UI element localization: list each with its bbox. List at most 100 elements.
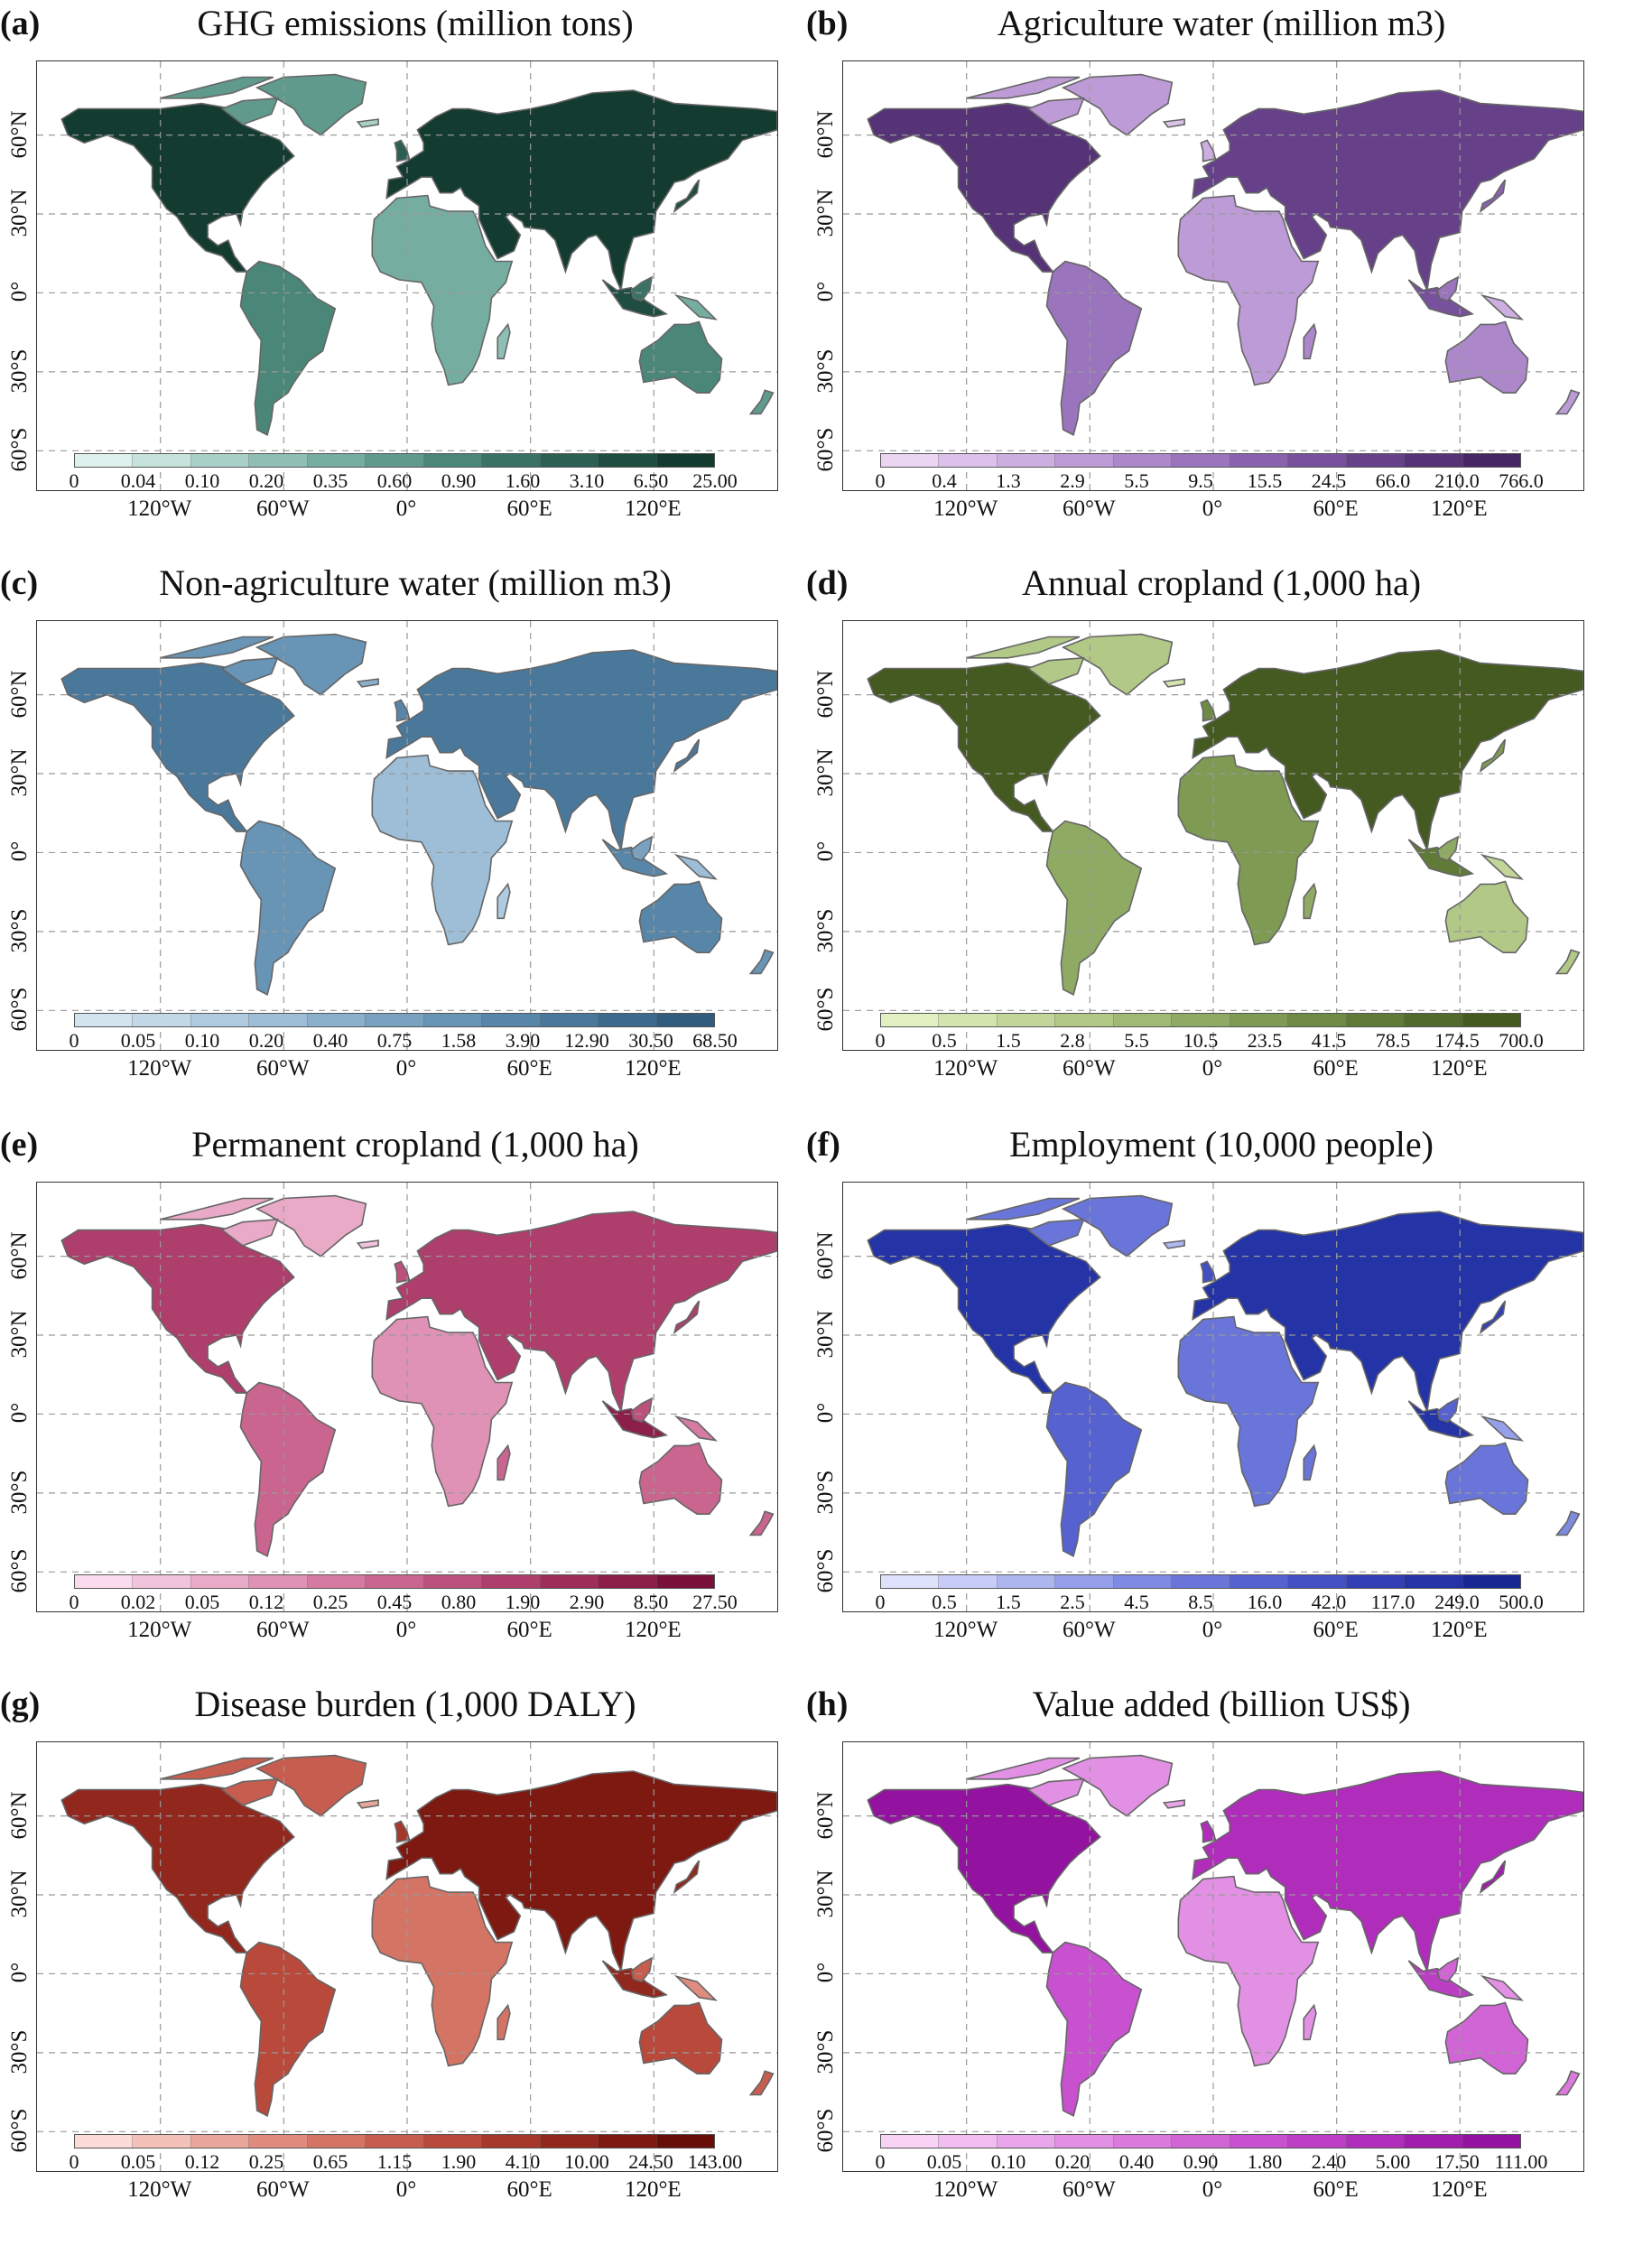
latitude-label: 30°N	[7, 748, 32, 797]
region-new-guinea	[1480, 1415, 1525, 1442]
legend-tick-label: 0.20	[1054, 2150, 1091, 2173]
legend-tick-label: 0.40	[312, 1029, 348, 1052]
legend-swatch	[1113, 454, 1173, 467]
legend-tick-label: 1.60	[505, 469, 541, 492]
legend-swatch	[881, 2135, 940, 2148]
panel-letter: (a)	[0, 5, 41, 42]
legend-swatch	[75, 454, 134, 467]
region-north-america	[60, 662, 295, 832]
region-north-america	[60, 1223, 295, 1394]
legend-tick-label: 68.50	[692, 1029, 738, 1052]
panel-header: (c) Non-agriculture water (million m3)	[0, 560, 794, 614]
legend-tick-label: 0	[69, 1591, 79, 1613]
legend-tick-label: 0	[69, 2150, 79, 2173]
region-baffin	[220, 1218, 279, 1247]
panel-header: (a) GHG emissions (million tons)	[0, 0, 794, 54]
longitude-label: 120°E	[624, 1056, 682, 1081]
legend-tick-label: 25.00	[692, 469, 738, 492]
region-eurasia	[1192, 649, 1583, 853]
legend-color-bar	[880, 2134, 1521, 2149]
longitude-label: 0°	[395, 497, 417, 521]
world-map	[843, 621, 1583, 1050]
legend-swatch	[1230, 1014, 1289, 1026]
legend-swatch	[881, 454, 940, 467]
longitude-label: 60°E	[1313, 1618, 1359, 1642]
region-australia	[638, 320, 723, 394]
legend-swatch	[881, 1014, 940, 1026]
legend-tick-label: 6.50	[633, 469, 669, 492]
legend-tick-label: 0.80	[441, 1591, 477, 1613]
legend-tick-label: 2.90	[569, 1591, 605, 1613]
legend-swatch	[190, 454, 250, 467]
legend-tick-label: 1.58	[441, 1029, 477, 1052]
latitude-label: 60°N	[7, 670, 32, 719]
region-new-zealand	[748, 389, 775, 415]
region-arctic-islands	[160, 1197, 274, 1220]
latitude-label: 60°N	[7, 110, 32, 159]
region-south-america	[239, 1381, 337, 1557]
longitude-label: 120°E	[1430, 1056, 1488, 1081]
latitude-label: 30°N	[7, 1870, 32, 1918]
latitude-label: 30°S	[7, 1470, 32, 1515]
map-frame	[36, 1741, 778, 2172]
legend-tick-label: 0.65	[312, 2150, 348, 2173]
legend-swatch	[1462, 454, 1520, 467]
latitude-label: 60°S	[813, 427, 838, 472]
region-eurasia	[385, 649, 777, 853]
longitude-label: 60°W	[1063, 2177, 1116, 2202]
legend-tick-label: 0.90	[1183, 2150, 1219, 2173]
legend-swatch	[423, 454, 483, 467]
map-frame	[36, 1182, 778, 1612]
legend-swatch	[1288, 1575, 1347, 1588]
region-new-zealand	[1555, 1510, 1581, 1536]
legend-swatch	[366, 1014, 424, 1026]
latitude-label: 30°N	[813, 1310, 838, 1359]
region-new-guinea	[673, 293, 719, 320]
longitude-label: 60°W	[256, 2177, 310, 2202]
map-panel: (d) Annual cropland (1,000 ha) 60°N 30°N 0° 3…	[806, 560, 1601, 1119]
legend-tick-label: 700.0	[1499, 1029, 1544, 1052]
map-frame	[36, 620, 778, 1051]
region-australia	[638, 880, 723, 953]
region-baffin	[1026, 656, 1085, 685]
longitude-label: 120°W	[127, 497, 192, 521]
legend-tick-label: 0.12	[248, 1591, 284, 1613]
legend-swatch	[1346, 2135, 1406, 2148]
panel-header: (d) Annual cropland (1,000 ha)	[806, 560, 1601, 614]
region-iceland	[1162, 678, 1185, 688]
region-south-america	[1045, 1381, 1143, 1557]
map-frame	[842, 60, 1584, 491]
region-eurasia	[385, 1770, 777, 1974]
region-new-zealand	[1555, 389, 1581, 415]
legend-tick-label: 117.0	[1370, 1591, 1415, 1613]
region-borneo	[1436, 1397, 1460, 1424]
legend-tick-label: 1.15	[376, 2150, 413, 2173]
longitude-label: 0°	[395, 1618, 417, 1642]
legend-swatch	[599, 2135, 657, 2148]
legend-tick-label: 1.3	[996, 469, 1021, 492]
legend-swatch	[1055, 1575, 1114, 1588]
region-new-zealand	[748, 1510, 775, 1536]
region-madagascar	[1303, 882, 1317, 920]
region-borneo	[1436, 835, 1460, 862]
longitude-label: 60°E	[506, 1618, 552, 1642]
legend-swatch	[133, 2135, 191, 2148]
legend-swatch	[133, 454, 191, 467]
longitude-label: 60°E	[1313, 2177, 1359, 2202]
latitude-label: 60°N	[813, 1231, 838, 1280]
region-eurasia	[1192, 89, 1583, 293]
legend-tick-label: 0.02	[120, 1591, 156, 1613]
legend-swatch	[190, 1575, 250, 1588]
longitude-label: 60°E	[1313, 1056, 1359, 1081]
legend-tick-label: 0.20	[248, 469, 284, 492]
legend-tick-label: 1.5	[996, 1591, 1021, 1613]
legend-swatch	[307, 2135, 367, 2148]
region-south-america	[239, 260, 337, 436]
legend-tick-label: 10.00	[564, 2150, 609, 2173]
legend-tick-label: 0.05	[184, 1591, 220, 1613]
legend-tick-label: 0.4	[932, 469, 957, 492]
longitude-label: 120°W	[127, 1056, 192, 1081]
map-panel: (e) Permanent cropland (1,000 ha) 60°N 30°N…	[0, 1121, 794, 1681]
latitude-label: 30°N	[7, 1310, 32, 1359]
latitude-label: 0°	[7, 1963, 32, 1983]
